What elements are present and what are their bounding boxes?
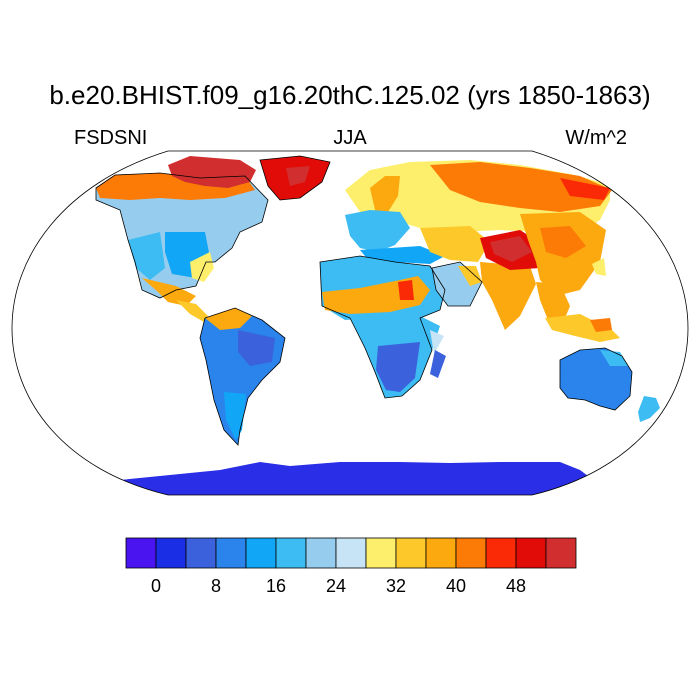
colorbar-swatch	[425, 537, 457, 569]
region-indonesia	[545, 314, 620, 342]
units-label: W/m^2	[565, 127, 627, 149]
region-new-zealand	[638, 396, 660, 422]
colorbar-tick-label: 40	[446, 576, 466, 596]
region-canadian-arctic	[168, 156, 256, 188]
region-central-america	[176, 300, 208, 322]
plot-title: b.e20.BHIST.f09_g16.20thC.125.02 (yrs 18…	[49, 80, 651, 110]
colorbar-swatch	[125, 537, 157, 569]
land-fields	[96, 156, 660, 495]
region-central-asia	[420, 226, 490, 262]
colorbar-swatch	[275, 537, 307, 569]
colorbar-swatch	[545, 537, 577, 569]
colorbar-swatch	[365, 537, 397, 569]
region-scandinavia	[370, 176, 400, 214]
season-label: JJA	[333, 127, 367, 149]
region-siberia	[430, 162, 612, 212]
colorbar-swatch	[185, 537, 217, 569]
coastlines	[95, 155, 633, 446]
region-southeast-us	[190, 252, 214, 282]
colorbar-tick-label: 0	[151, 576, 161, 596]
colorbar-swatch	[455, 537, 487, 569]
region-brazil-highlands	[238, 330, 275, 366]
region-northern-south-america	[205, 308, 252, 330]
colorbar-swatch	[155, 537, 187, 569]
region-antarctica	[100, 462, 620, 495]
colorbar-swatch	[305, 537, 337, 569]
region-western-europe	[345, 210, 410, 252]
region-southern-africa	[376, 342, 420, 392]
region-india	[480, 262, 536, 330]
colorbar-swatch	[485, 537, 517, 569]
colorbar-swatch	[335, 537, 367, 569]
colorbar-tick-label: 8	[211, 576, 221, 596]
colorbar-swatch	[245, 537, 277, 569]
variable-label: FSDSNI	[74, 127, 148, 149]
region-western-us	[128, 232, 165, 280]
colorbar-tick-label: 32	[386, 576, 406, 596]
map-border	[11, 150, 689, 496]
region-mexico	[142, 278, 196, 306]
colorbar-tick-label: 16	[266, 576, 286, 596]
colorbar-tick-label: 48	[506, 576, 526, 596]
colorbar-swatch	[515, 537, 547, 569]
colorbar-swatch	[215, 537, 247, 569]
colorbar-tick-label: 24	[326, 576, 346, 596]
colorbar-swatch	[395, 537, 427, 569]
